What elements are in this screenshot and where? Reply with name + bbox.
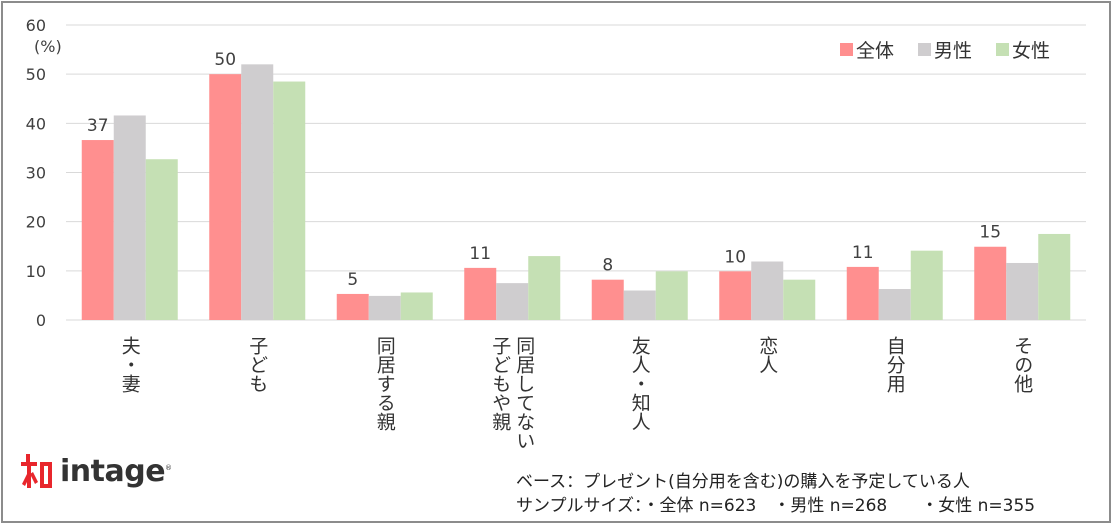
bar-全体-0: [81, 140, 114, 320]
y-tick-label: 60: [26, 16, 46, 35]
legend-swatch-女性: [996, 43, 1009, 56]
bar-全体-1: [209, 74, 242, 321]
data-label: 8: [602, 256, 613, 276]
bar-男性-1: [241, 64, 274, 320]
y-tick-label: 40: [26, 114, 46, 133]
bar-女性-7: [1038, 233, 1071, 320]
bar-女性-1: [273, 81, 306, 321]
data-label: 15: [979, 223, 1001, 243]
footnote-base: ベース：プレゼント(自分用を含む)の購入を予定している人: [516, 472, 970, 492]
bar-男性-0: [113, 115, 146, 320]
x-category-label: 同居してない: [513, 336, 535, 450]
data-label: 11: [852, 243, 874, 263]
legend-swatch-男性: [918, 43, 931, 56]
bar-男性-3: [496, 283, 529, 320]
y-tick-label: 0: [36, 311, 46, 330]
footnote-sample-size: サンプルサイズ：・全体 n=623 ・男性 n=268 ・女性 n=355: [516, 496, 1036, 516]
bar-男性-6: [878, 289, 911, 320]
bar-男性-4: [623, 290, 656, 320]
bar-女性-4: [655, 271, 688, 320]
legend-label-男性: 男性: [934, 40, 972, 62]
x-category-label: 同居する親: [374, 336, 396, 431]
y-axis-ticks: 0 10 20 30 40 50 60: [26, 16, 46, 330]
legend: 全体 男性 女性: [840, 40, 1050, 62]
bar-女性-2: [400, 292, 433, 320]
footnote: ベース：プレゼント(自分用を含む)の購入を予定している人サンプルサイズ：・全体 …: [516, 470, 1035, 518]
bar-全体-3: [464, 267, 497, 320]
data-label: 5: [347, 270, 358, 290]
y-tick-label: 50: [26, 65, 46, 84]
intage-mark-icon: [21, 454, 52, 488]
bar-女性-0: [145, 159, 178, 320]
y-tick-label: 10: [26, 262, 46, 281]
legend-swatch-全体: [840, 43, 853, 56]
bar-女性-5: [783, 279, 816, 320]
bar-全体-4: [591, 279, 624, 320]
y-tick-label: 30: [26, 164, 46, 183]
bars: [81, 64, 1071, 321]
bar-全体-2: [336, 293, 369, 320]
x-category-label: 自分用: [884, 336, 906, 393]
bar-全体-6: [846, 266, 879, 320]
data-label: 11: [469, 244, 491, 264]
data-labels: 37 50 5 11 8 10 11 15: [87, 50, 1001, 290]
x-category-label: 夫・妻: [119, 336, 141, 394]
bar-男性-7: [1006, 262, 1039, 320]
bar-女性-6: [910, 250, 943, 320]
data-label: 37: [87, 116, 109, 136]
x-category-label: 子どもや親: [489, 336, 511, 431]
data-label: 10: [724, 247, 746, 267]
x-category-label: 恋人: [756, 336, 778, 374]
legend-label-全体: 全体: [856, 40, 894, 62]
bar-全体-7: [974, 246, 1007, 320]
y-axis-unit-label: (%): [34, 37, 62, 56]
intage-logo-text: intage®: [60, 453, 172, 489]
bar-女性-3: [528, 256, 561, 320]
data-label: 50: [214, 50, 236, 70]
x-category-label: その他: [1011, 336, 1033, 393]
intage-logo: intage®: [20, 452, 172, 490]
x-category-label: 子ども: [246, 336, 268, 393]
bar-男性-2: [368, 295, 401, 320]
x-category-label: 友人・知人: [629, 336, 651, 431]
bar-男性-5: [751, 261, 784, 320]
legend-label-女性: 女性: [1012, 40, 1050, 62]
bar-全体-5: [719, 271, 752, 320]
y-tick-label: 20: [26, 213, 46, 232]
